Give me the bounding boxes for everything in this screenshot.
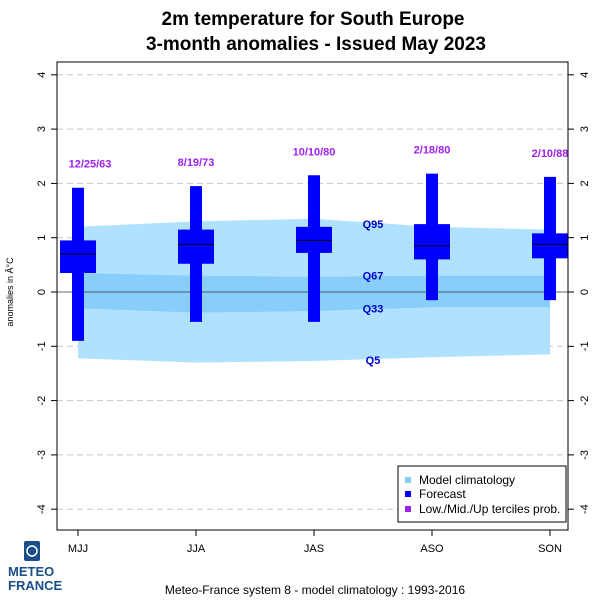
y-axis-label: anomalies in Â°C bbox=[5, 257, 15, 327]
y-tick-label-left: 3 bbox=[36, 126, 48, 132]
legend: Model climatology Forecast Low./Mid./Up … bbox=[397, 465, 567, 523]
y-tick-label-right: 4 bbox=[579, 72, 591, 78]
quantile-label: Q67 bbox=[363, 271, 384, 283]
x-tick-label: JAS bbox=[304, 543, 324, 555]
forecast-box bbox=[414, 224, 450, 260]
y-tick-label-left: -4 bbox=[36, 504, 48, 514]
y-tick-label-right: 0 bbox=[579, 289, 591, 295]
footer-note: Meteo-France system 8 - model climatolog… bbox=[165, 583, 465, 597]
y-tick-label-right: 1 bbox=[579, 235, 591, 241]
y-tick-label-right: -3 bbox=[579, 450, 591, 460]
legend-swatch-terciles bbox=[405, 506, 411, 512]
legend-swatch-climatology bbox=[405, 477, 411, 483]
y-tick-label-right: -2 bbox=[579, 396, 591, 406]
chart-title-line1: 2m temperature for South Europe bbox=[162, 9, 465, 30]
tercile-label: 2/10/88 bbox=[532, 148, 569, 160]
y-axis: -4 -4 -3 -3 -2 -2 -1 -1 0 0 1 1 2 2 3 3 4 4 bbox=[36, 72, 591, 514]
y-tick-label-left: -3 bbox=[36, 450, 48, 460]
tercile-label: 2/18/80 bbox=[414, 145, 451, 157]
tercile-labels: 12/25/63 8/19/73 10/10/80 2/18/80 2/10/88 bbox=[69, 145, 569, 171]
logo-text-meteo: METEO bbox=[8, 564, 54, 579]
quantile-labels: Q95 Q67 Q33 Q5 bbox=[363, 219, 384, 367]
y-tick-label-left: 0 bbox=[36, 289, 48, 295]
y-tick-label-left: -2 bbox=[36, 396, 48, 406]
forecast-box bbox=[296, 226, 332, 253]
logo-emblem bbox=[24, 541, 40, 561]
legend-swatch-forecast bbox=[405, 491, 411, 497]
forecast-boxes bbox=[60, 173, 568, 341]
chart-title-line2: 3-month anomalies - Issued May 2023 bbox=[146, 34, 486, 55]
y-tick-label-right: 2 bbox=[579, 180, 591, 186]
x-tick-label: MJJ bbox=[68, 543, 88, 555]
forecast-box bbox=[532, 233, 568, 259]
x-tick-label: JJA bbox=[187, 543, 206, 555]
y-tick-label-left: 1 bbox=[36, 235, 48, 241]
tercile-label: 8/19/73 bbox=[178, 157, 215, 169]
forecast-box bbox=[60, 240, 96, 273]
tercile-label: 10/10/80 bbox=[293, 146, 336, 158]
logo-text-france: FRANCE bbox=[8, 578, 62, 593]
legend-label-forecast: Forecast bbox=[419, 487, 466, 501]
meteo-france-logo: METEO FRANCE bbox=[8, 541, 62, 593]
y-tick-label-right: -1 bbox=[579, 341, 591, 351]
x-axis: MJJ JJA JAS ASO SON bbox=[68, 530, 562, 555]
quantile-label: Q5 bbox=[366, 355, 381, 367]
y-tick-label-right: 3 bbox=[579, 126, 591, 132]
quantile-label: Q33 bbox=[363, 303, 384, 315]
plot-frame bbox=[56, 61, 569, 531]
quantile-label: Q95 bbox=[363, 219, 384, 231]
tercile-label: 12/25/63 bbox=[69, 159, 112, 171]
legend-label-climatology: Model climatology bbox=[419, 473, 515, 487]
y-tick-label-left: 2 bbox=[36, 180, 48, 186]
forecast-box bbox=[178, 229, 214, 264]
y-tick-label-left: 4 bbox=[36, 72, 48, 78]
x-tick-label: ASO bbox=[420, 543, 444, 555]
y-tick-label-right: -4 bbox=[579, 504, 591, 514]
legend-box bbox=[397, 465, 567, 523]
logo-emblem-circle bbox=[26, 545, 38, 557]
x-tick-label: SON bbox=[538, 543, 562, 555]
legend-label-terciles: Low./Mid./Up terciles prob. bbox=[419, 502, 560, 516]
y-tick-label-left: -1 bbox=[36, 341, 48, 351]
